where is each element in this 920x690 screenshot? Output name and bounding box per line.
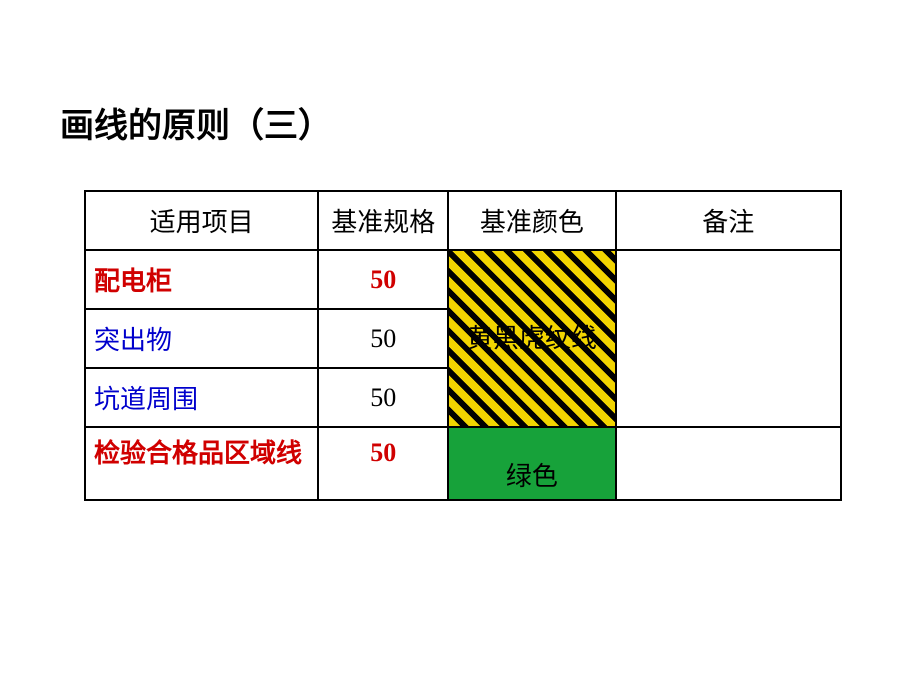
cell-color-green: 绿色 [448,427,616,500]
rules-table: 适用项目 基准规格 基准颜色 备注 配电柜 50 黄黑虎纹线 突出物 50 坑道… [84,190,842,501]
cell-spec: 50 [318,427,448,500]
green-label: 绿色 [449,434,615,493]
cell-spec: 50 [318,368,448,427]
cell-note [616,427,841,500]
cell-spec: 50 [318,250,448,309]
cell-item: 坑道周围 [85,368,318,427]
tiger-label: 黄黑虎纹线 [449,285,615,392]
table-row: 检验合格品区域线 50 绿色 [85,427,841,500]
header-color: 基准颜色 [448,191,616,250]
table-header-row: 适用项目 基准规格 基准颜色 备注 [85,191,841,250]
table-row: 配电柜 50 黄黑虎纹线 [85,250,841,309]
cell-color-tiger: 黄黑虎纹线 [448,250,616,427]
header-spec: 基准规格 [318,191,448,250]
cell-item: 检验合格品区域线 [85,427,318,500]
cell-item: 突出物 [85,309,318,368]
header-item: 适用项目 [85,191,318,250]
cell-item: 配电柜 [85,250,318,309]
cell-note [616,250,841,427]
page-title: 画线的原则（三） [60,98,332,147]
rules-table-wrapper: 适用项目 基准规格 基准颜色 备注 配电柜 50 黄黑虎纹线 突出物 50 坑道… [84,190,842,501]
header-note: 备注 [616,191,841,250]
cell-spec: 50 [318,309,448,368]
